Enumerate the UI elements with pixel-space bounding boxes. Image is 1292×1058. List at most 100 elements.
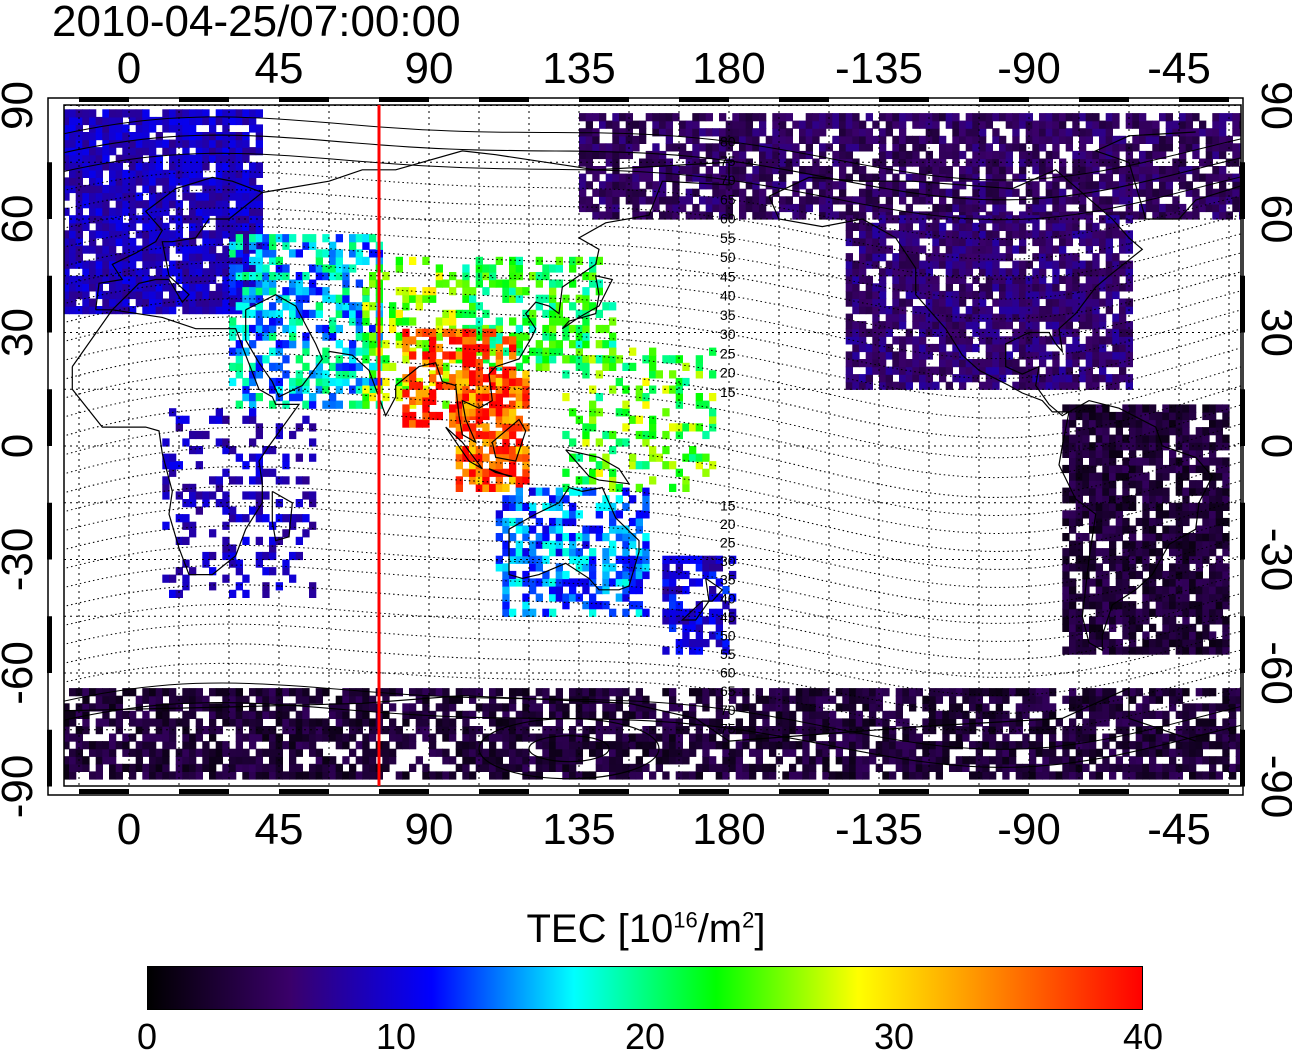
frame-tick <box>1179 789 1229 794</box>
lon-tick-label-bottom: 45 <box>255 805 304 854</box>
frame-tick <box>47 276 52 333</box>
lat-tick-label-right: -90 <box>1252 755 1292 819</box>
frame-tick <box>679 789 729 794</box>
colorbar-title: TEC [1016/m2] <box>0 905 1292 953</box>
frame-tick <box>1179 97 1229 102</box>
lon-tick-label-bottom: 135 <box>542 805 615 854</box>
colorbar <box>147 966 1143 1010</box>
dip-contour-label: 65 <box>720 191 736 207</box>
frame-tick <box>1240 276 1245 333</box>
lon-tick-label-top: -135 <box>835 44 923 93</box>
lon-tick-label-bottom: -135 <box>835 805 923 854</box>
dip-contour-label: 70 <box>720 702 736 718</box>
colorbar-tick-label: 0 <box>137 1016 157 1058</box>
lon-tick-label-bottom: 180 <box>692 805 765 854</box>
frame-tick <box>1240 616 1245 673</box>
frame-tick <box>879 97 929 102</box>
frame-tick <box>779 789 829 794</box>
frame-tick <box>1240 503 1245 560</box>
dip-contour-label: 45 <box>720 268 736 284</box>
dip-contour-label: 55 <box>720 230 736 246</box>
lat-tick-label-left: -30 <box>0 528 42 592</box>
dip-contour-label: 55 <box>720 646 736 662</box>
lat-tick-label-right: 90 <box>1252 81 1292 130</box>
dip-contour-label: 65 <box>720 683 736 699</box>
dip-contour-label: 30 <box>720 553 736 569</box>
lon-tick-label-top: 0 <box>117 44 141 93</box>
dip-contour-label: 75 <box>720 153 736 169</box>
lon-tick-label-top: -45 <box>1147 44 1211 93</box>
dip-contour-label: 40 <box>720 590 736 606</box>
dip-contour-label: 40 <box>720 288 736 304</box>
lat-tick-label-left: -60 <box>0 641 42 705</box>
dip-contour-label: 50 <box>720 628 736 644</box>
lat-tick-label-right: -30 <box>1252 528 1292 592</box>
dip-contour-label: 20 <box>720 365 736 381</box>
frame-tick <box>47 730 52 787</box>
dip-contour-label: 25 <box>720 535 736 551</box>
lon-tick-label-bottom: 90 <box>405 805 454 854</box>
frame-tick <box>479 789 529 794</box>
frame-tick <box>879 789 929 794</box>
lon-tick-label-top: 180 <box>692 44 765 93</box>
frame-tick <box>79 789 129 794</box>
frame-tick <box>579 789 629 794</box>
dip-contour-label: 75 <box>720 720 736 736</box>
frame-tick <box>1240 389 1245 446</box>
dip-contour-label: 60 <box>720 665 736 681</box>
colorbar-tick-label: 20 <box>625 1016 665 1058</box>
frame-tick <box>47 389 52 446</box>
dip-contour-label: 50 <box>720 249 736 265</box>
dip-contour-label: 15 <box>720 384 736 400</box>
lat-tick-label-right: 30 <box>1252 308 1292 357</box>
frame-tick <box>1079 97 1129 102</box>
dip-contour-label: 45 <box>720 609 736 625</box>
dip-contour-label: 30 <box>720 326 736 342</box>
lat-tick-label-left: 30 <box>0 308 42 357</box>
frame-tick <box>179 97 229 102</box>
frame-tick <box>979 789 1029 794</box>
lon-tick-label-bottom: -45 <box>1147 805 1211 854</box>
lat-tick-label-left: 0 <box>0 434 42 458</box>
dip-contour-label: 60 <box>720 211 736 227</box>
dip-contour-label: 35 <box>720 572 736 588</box>
frame-tick <box>1079 789 1129 794</box>
lat-tick-label-left: -90 <box>0 755 42 819</box>
frame-tick <box>47 503 52 560</box>
frame-tick <box>79 97 129 102</box>
dip-contour-label: 20 <box>720 516 736 532</box>
frame-tick <box>579 97 629 102</box>
lat-tick-label-right: 0 <box>1252 434 1292 458</box>
frame-tick <box>1240 162 1245 219</box>
dip-contour-label: 80 <box>720 134 736 150</box>
frame-tick <box>979 97 1029 102</box>
lat-tick-label-left: 90 <box>0 81 42 130</box>
frame-tick <box>379 97 429 102</box>
lon-tick-label-top: 45 <box>255 44 304 93</box>
frame-tick <box>47 162 52 219</box>
dip-contour-label: 70 <box>720 172 736 188</box>
dip-contour-label: 15 <box>720 498 736 514</box>
lon-tick-label-bottom: 0 <box>117 805 141 854</box>
frame-tick <box>479 97 529 102</box>
frame-tick <box>1240 730 1245 787</box>
lon-tick-label-top: -90 <box>997 44 1061 93</box>
colorbar-tick-label: 10 <box>376 1016 416 1058</box>
dip-contour-label: 25 <box>720 345 736 361</box>
frame-tick <box>679 97 729 102</box>
dip-contour-label: 35 <box>720 307 736 323</box>
frame-tick <box>47 616 52 673</box>
colorbar-tick-label: 30 <box>874 1016 914 1058</box>
frame-tick <box>379 789 429 794</box>
lon-tick-label-top: 135 <box>542 44 615 93</box>
frame-tick <box>779 97 829 102</box>
lon-tick-label-bottom: -90 <box>997 805 1061 854</box>
frame-tick <box>279 789 329 794</box>
frame-tick <box>279 97 329 102</box>
lat-tick-label-left: 60 <box>0 195 42 244</box>
frame-tick <box>179 789 229 794</box>
lat-tick-label-right: -60 <box>1252 641 1292 705</box>
lat-tick-label-right: 60 <box>1252 195 1292 244</box>
colorbar-tick-label: 40 <box>1123 1016 1163 1058</box>
tec-map: 80 75 70 65 60 55 50 45 40 35 30 25 20 15 15 20 25 30 35 40… <box>0 0 1292 900</box>
